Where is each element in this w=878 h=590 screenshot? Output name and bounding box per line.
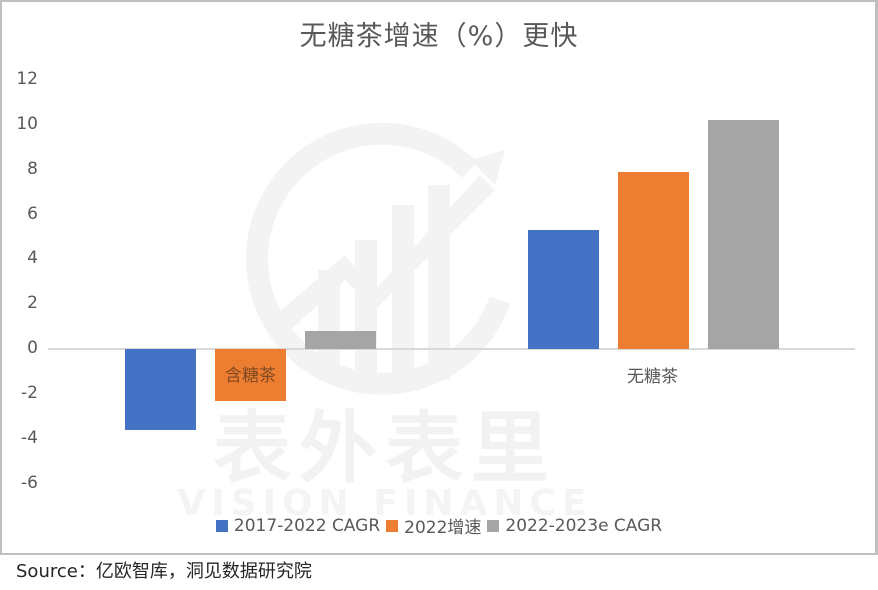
category-label: 含糖茶 <box>225 366 276 386</box>
y-tick-label: 0 <box>27 338 38 358</box>
bar-sugar-free-series-3 <box>708 120 779 349</box>
zero-baseline <box>48 348 855 350</box>
bar-sugared-series-2 <box>215 349 286 401</box>
category-label: 无糖茶 <box>627 367 678 387</box>
legend-swatch-gray-icon <box>487 519 500 532</box>
y-tick-label: 12 <box>16 69 38 89</box>
legend-label: 2022增速 <box>404 518 482 538</box>
legend-label: 2022-2023e CAGR <box>505 515 663 536</box>
y-tick-label: 2 <box>27 293 38 314</box>
legend-item-cagr-2017-2022: 2017-2022 CAGR <box>215 515 381 536</box>
y-tick-label: 10 <box>16 113 38 134</box>
bar-sugared-series-1 <box>125 349 196 430</box>
y-tick-label: -2 <box>21 382 38 403</box>
legend-swatch-orange-icon <box>386 519 399 532</box>
y-tick-label: 4 <box>27 248 38 269</box>
legend-item-cagr-2022-2023e: 2022-2023e CAGR <box>487 516 662 536</box>
y-tick-label: 6 <box>27 203 38 224</box>
legend-item-growth-2022: 2022增速 <box>386 513 481 538</box>
legend-label: 2017-2022 CAGR <box>233 515 381 536</box>
y-tick-label: -4 <box>21 427 38 448</box>
bar-sugar-free-series-2 <box>618 171 689 349</box>
bar-sugared-series-3 <box>305 331 376 349</box>
y-tick-label: -6 <box>21 472 38 493</box>
source-note: Source：亿欧智库，洞见数据研究院 <box>16 561 312 582</box>
legend: 2017-2022 CAGR 2022增速 2022-2023e CAGR <box>0 513 878 538</box>
y-tick-label: 8 <box>27 158 38 179</box>
chart-title: 无糖茶增速（%）更快 <box>299 21 579 52</box>
bar-sugar-free-series-1 <box>528 230 599 349</box>
legend-swatch-blue-icon <box>215 519 228 532</box>
